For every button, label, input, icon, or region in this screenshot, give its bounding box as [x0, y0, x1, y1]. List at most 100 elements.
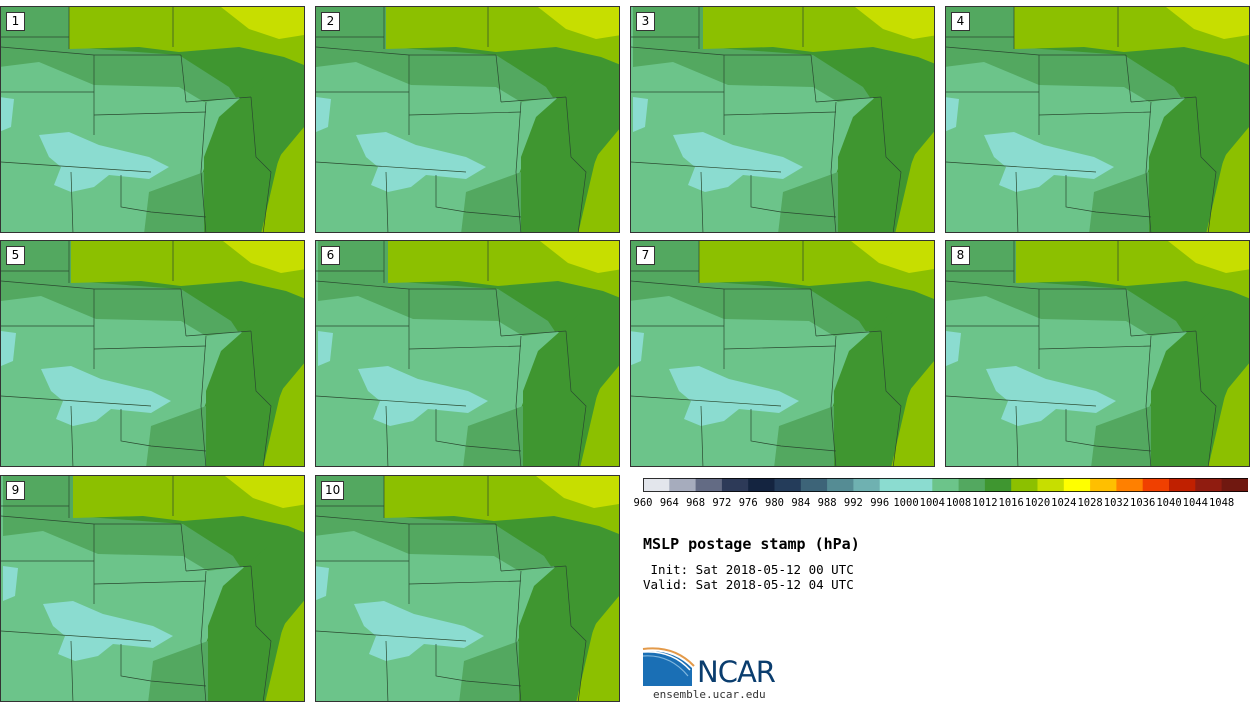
state-boundary [408, 580, 522, 585]
state-boundary [495, 288, 502, 337]
colorbar-swatch [984, 478, 1012, 492]
init-time: Init: Sat 2018-05-12 00 UTC [643, 562, 854, 577]
postage-stamp-panel: 2 [315, 6, 620, 233]
chart-title: MSLP postage stamp (hPa) [643, 535, 860, 553]
colorbar-tick-label: 984 [791, 497, 811, 509]
state-boundary [200, 570, 207, 701]
state-boundary [880, 330, 902, 466]
colorbar-tick-label: 1016 [998, 497, 1024, 509]
pressure-region [633, 97, 648, 132]
pressure-region [356, 132, 486, 192]
colorbar-tick-label: 996 [870, 497, 890, 509]
pressure-region [358, 366, 488, 426]
pressure-region [459, 641, 529, 701]
state-boundary [1145, 101, 1152, 232]
colorbar-swatch [879, 478, 907, 492]
state-boundary [1130, 96, 1197, 103]
state-boundary [815, 96, 882, 103]
colorbar-tick-label: 1028 [1077, 497, 1103, 509]
postage-stamp-panel: 6 [315, 240, 620, 467]
pressure-region [318, 331, 333, 366]
state-boundary [946, 280, 1040, 290]
pressure-region [316, 97, 331, 132]
postage-stamp-panel: 10 [315, 475, 620, 702]
pressure-region [838, 68, 934, 232]
state-boundary [515, 570, 522, 701]
colorbar-swatch [669, 478, 697, 492]
state-boundary [1015, 405, 1019, 466]
state-boundary [810, 54, 817, 103]
colorbar-tick-label: 1004 [919, 497, 945, 509]
state-boundary [316, 161, 467, 173]
pressure-region [778, 172, 848, 232]
pressure-region [261, 600, 304, 701]
state-boundary [815, 330, 882, 337]
ncar-logo-icon [642, 647, 695, 686]
state-boundary [185, 96, 252, 103]
pressure-region [1149, 67, 1249, 232]
pressure-region [673, 132, 803, 192]
pressure-region [574, 129, 619, 232]
mslp-map [316, 241, 619, 466]
pressure-region [1151, 301, 1249, 466]
state-boundary [408, 345, 522, 350]
state-boundary [631, 280, 725, 290]
state-boundary [1, 161, 152, 173]
state-boundary [120, 175, 207, 218]
pressure-region [204, 67, 304, 232]
state-boundary [408, 111, 522, 116]
pressure-region [855, 7, 934, 39]
colorbar-tick-label: 1040 [1156, 497, 1182, 509]
pressure-region [208, 537, 304, 701]
pressure-region [1166, 7, 1249, 39]
pressure-region [257, 127, 304, 232]
colorbar-swatch [721, 478, 749, 492]
pressure-region [851, 241, 934, 273]
pressure-colorbar [643, 478, 1248, 492]
state-boundary [495, 523, 502, 572]
state-boundary [70, 640, 74, 701]
pressure-region [538, 7, 619, 39]
pressure-region [536, 476, 619, 508]
colorbar-tick-label: 980 [765, 497, 784, 509]
state-boundary [515, 101, 522, 232]
state-boundary [316, 630, 467, 642]
pressure-region [631, 331, 644, 366]
mslp-map [316, 476, 619, 701]
state-boundary [185, 565, 252, 572]
state-boundary [70, 171, 74, 232]
pressure-region [316, 566, 329, 601]
colorbar-tick-label: 1044 [1182, 497, 1208, 509]
pressure-region [519, 536, 619, 701]
pressure-region [946, 97, 959, 132]
panel-number-label: 1 [6, 12, 25, 31]
state-boundary [700, 171, 704, 232]
state-boundary [180, 523, 187, 572]
pressure-region [1204, 363, 1249, 466]
colorbar-swatch [1011, 478, 1039, 492]
mslp-map [946, 241, 1249, 466]
mslp-map [1, 241, 304, 466]
colorbar-tick-label: 1012 [972, 497, 998, 509]
colorbar-border [643, 478, 1248, 492]
colorbar-tick-label: 968 [686, 497, 706, 509]
mslp-map [1, 476, 304, 701]
panel-number-label: 2 [321, 12, 340, 31]
state-boundary [316, 515, 410, 525]
colorbar-swatch [853, 478, 881, 492]
state-boundary [631, 46, 725, 56]
state-boundary [631, 395, 782, 407]
state-boundary [830, 335, 837, 466]
state-boundary [93, 345, 207, 350]
state-boundary [810, 288, 817, 337]
state-boundary [385, 171, 389, 232]
state-boundary [500, 96, 567, 103]
colorbar-swatch [1037, 478, 1065, 492]
pressure-region [3, 566, 18, 601]
state-boundary [1195, 96, 1217, 232]
pressure-region [146, 406, 216, 466]
colorbar-tick-label: 1048 [1208, 497, 1235, 509]
state-boundary [93, 580, 207, 585]
colorbar-swatch [1116, 478, 1144, 492]
state-boundary [1145, 335, 1152, 466]
